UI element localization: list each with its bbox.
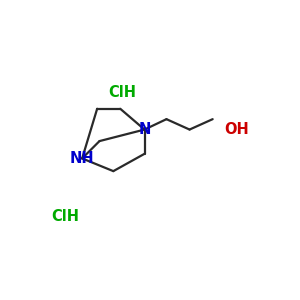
- Text: N: N: [138, 122, 151, 137]
- Text: OH: OH: [224, 122, 249, 137]
- Text: ClH: ClH: [109, 85, 136, 100]
- Text: NH: NH: [70, 151, 94, 166]
- Text: ClH: ClH: [51, 209, 79, 224]
